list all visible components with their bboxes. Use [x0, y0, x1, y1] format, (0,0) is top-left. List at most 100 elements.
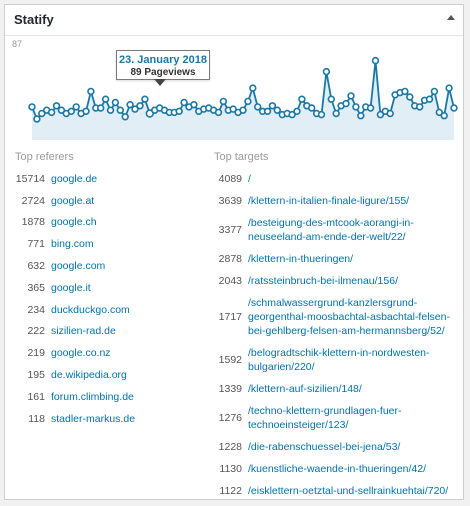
chart-point[interactable] [239, 106, 247, 114]
chart-point[interactable] [342, 99, 350, 108]
chart-point[interactable] [131, 105, 139, 113]
target-link[interactable]: /klettern-auf-sizilien/148/ [248, 383, 362, 395]
chart-point[interactable] [322, 67, 331, 76]
chart-point[interactable] [126, 100, 134, 109]
target-link[interactable]: /schmalwassergrund-kanzlersgrund-georgen… [248, 297, 450, 337]
chart-point[interactable] [273, 106, 281, 114]
chart-point[interactable] [101, 95, 110, 103]
referer-count: 219 [27, 347, 45, 360]
referer-count: 365 [27, 281, 45, 294]
target-count: 3639 [218, 195, 242, 207]
chart-point[interactable] [38, 109, 46, 118]
chart-point[interactable] [416, 103, 424, 111]
referer-link[interactable]: sizilien-rad.de [51, 325, 116, 338]
chart-point[interactable] [435, 108, 443, 117]
chart-point[interactable] [308, 104, 316, 112]
chart-point[interactable] [293, 107, 301, 116]
chart-point[interactable] [440, 111, 448, 120]
chart-point[interactable] [244, 97, 252, 106]
target-row: 1717/schmalwassergrund-kanzlersgrund-geo… [214, 292, 462, 342]
chart-point[interactable] [386, 109, 394, 118]
chart-point[interactable] [249, 84, 257, 92]
referer-link[interactable]: forum.climbing.de [51, 390, 134, 403]
chart-point[interactable] [430, 87, 439, 96]
chart-point[interactable] [214, 108, 223, 117]
chart-point[interactable] [47, 108, 56, 117]
referer-link[interactable]: google.co.nz [51, 347, 111, 360]
referer-link[interactable]: bing.com [51, 238, 94, 251]
chart-point[interactable] [96, 104, 105, 112]
chart-point[interactable] [28, 103, 36, 111]
referer-link[interactable]: stadler-markus.de [51, 412, 136, 425]
chart-point[interactable] [263, 107, 272, 116]
target-link[interactable]: /ratssteinbruch-bei-ilmenau/156/ [248, 275, 398, 287]
chart-point[interactable] [141, 95, 149, 103]
target-link[interactable]: /klettern-in-thueringen/ [248, 253, 354, 265]
chart-point[interactable] [298, 95, 306, 103]
chart-point[interactable] [121, 113, 129, 121]
target-link[interactable]: /kuenstliche-waende-in-thueringen/42/ [248, 463, 427, 475]
referers-list: 15714 google.de 2724 google.at 1878 google.ch… [13, 168, 203, 430]
target-count: 1339 [218, 383, 242, 395]
chart-point[interactable] [106, 106, 115, 114]
chart-point[interactable] [366, 104, 375, 112]
referer-row: 161 forum.climbing.de [13, 386, 203, 408]
referer-row: 365 google.it [13, 277, 203, 299]
chart-point[interactable] [175, 107, 183, 116]
chart-point[interactable] [288, 110, 296, 119]
target-link[interactable]: /techno-klettern-grundlagen-fuer-technoe… [248, 405, 402, 431]
referer-count: 1878 [21, 216, 45, 229]
target-link[interactable]: /die-rabenschuessel-bei-jena/53/ [248, 441, 401, 453]
chart-point[interactable] [327, 95, 335, 103]
chart-point[interactable] [136, 102, 144, 110]
chart-point[interactable] [268, 102, 277, 110]
referer-count: 161 [27, 390, 45, 403]
referer-link[interactable]: google.it [51, 281, 91, 294]
referer-link[interactable]: google.ch [51, 216, 97, 229]
chart-point[interactable] [352, 103, 360, 111]
chart-point[interactable] [425, 95, 434, 103]
target-link[interactable]: /belogradtschik-klettern-in-nordwesten-b… [248, 347, 430, 373]
target-link[interactable]: /eisklettern-oetztal-und-sellrainkuehtai… [248, 485, 449, 497]
chart-point[interactable] [450, 104, 458, 112]
y-axis-max-label: 87 [12, 39, 23, 49]
chart-point[interactable] [371, 56, 380, 65]
chart-point[interactable] [254, 103, 262, 111]
chart-point[interactable] [33, 115, 41, 123]
chart-point[interactable] [57, 106, 66, 114]
referer-row: 2724 google.at [13, 190, 203, 212]
target-link[interactable]: / [248, 173, 251, 185]
chart-point[interactable] [317, 110, 326, 119]
chart-point[interactable] [401, 87, 409, 96]
chart-point[interactable] [376, 110, 385, 119]
referer-link[interactable]: de.wikipedia.org [51, 369, 127, 382]
chart-point[interactable] [406, 93, 414, 101]
chart-point[interactable] [87, 87, 95, 96]
referer-link[interactable]: duckduckgo.com [51, 303, 130, 316]
target-link[interactable]: /klettern-in-italien-finale-ligure/155/ [248, 195, 410, 207]
referer-count: 118 [28, 412, 45, 425]
chart-point[interactable] [72, 103, 80, 111]
chart-point[interactable] [82, 107, 90, 116]
chart-point[interactable] [116, 106, 125, 114]
target-count: 1276 [218, 412, 242, 424]
chart-point[interactable] [229, 105, 237, 113]
chart-point[interactable] [180, 98, 188, 107]
referer-link[interactable]: google.at [51, 194, 95, 207]
referer-link[interactable]: google.de [51, 172, 98, 185]
triangle-up-icon[interactable] [447, 15, 455, 20]
target-link[interactable]: /besteigung-des-mtcook-aorangi-in-neusee… [248, 217, 414, 243]
referer-link[interactable]: google.com [51, 260, 106, 273]
chart-point[interactable] [111, 98, 120, 107]
chart-point[interactable] [67, 107, 76, 116]
chart-point[interactable] [347, 92, 355, 100]
chart-point[interactable] [357, 111, 365, 120]
target-row: 1276/techno-klettern-grundlagen-fuer-tec… [214, 400, 462, 436]
referer-count: 2724 [21, 194, 45, 207]
statify-widget: Statify 87 23. January 2018 89 Pageviews… [4, 4, 464, 500]
chart-point[interactable] [332, 109, 340, 118]
chart-point[interactable] [219, 97, 228, 106]
chart-point[interactable] [445, 84, 453, 92]
chart-point[interactable] [52, 102, 61, 110]
chart-point[interactable] [190, 100, 198, 109]
